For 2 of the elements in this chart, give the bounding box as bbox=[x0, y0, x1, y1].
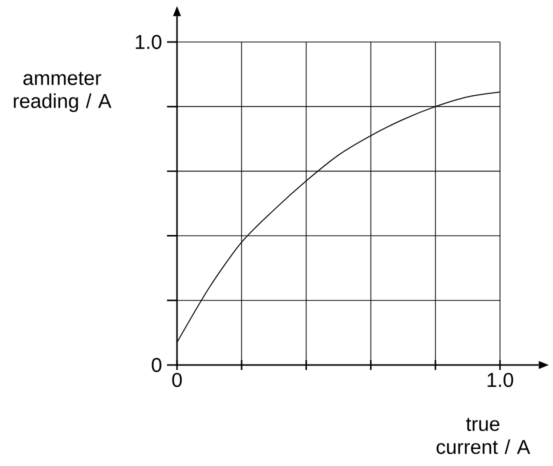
x-axis-title: true current / A bbox=[436, 418, 530, 454]
y-axis-title: ammeter reading / A bbox=[14, 72, 112, 112]
